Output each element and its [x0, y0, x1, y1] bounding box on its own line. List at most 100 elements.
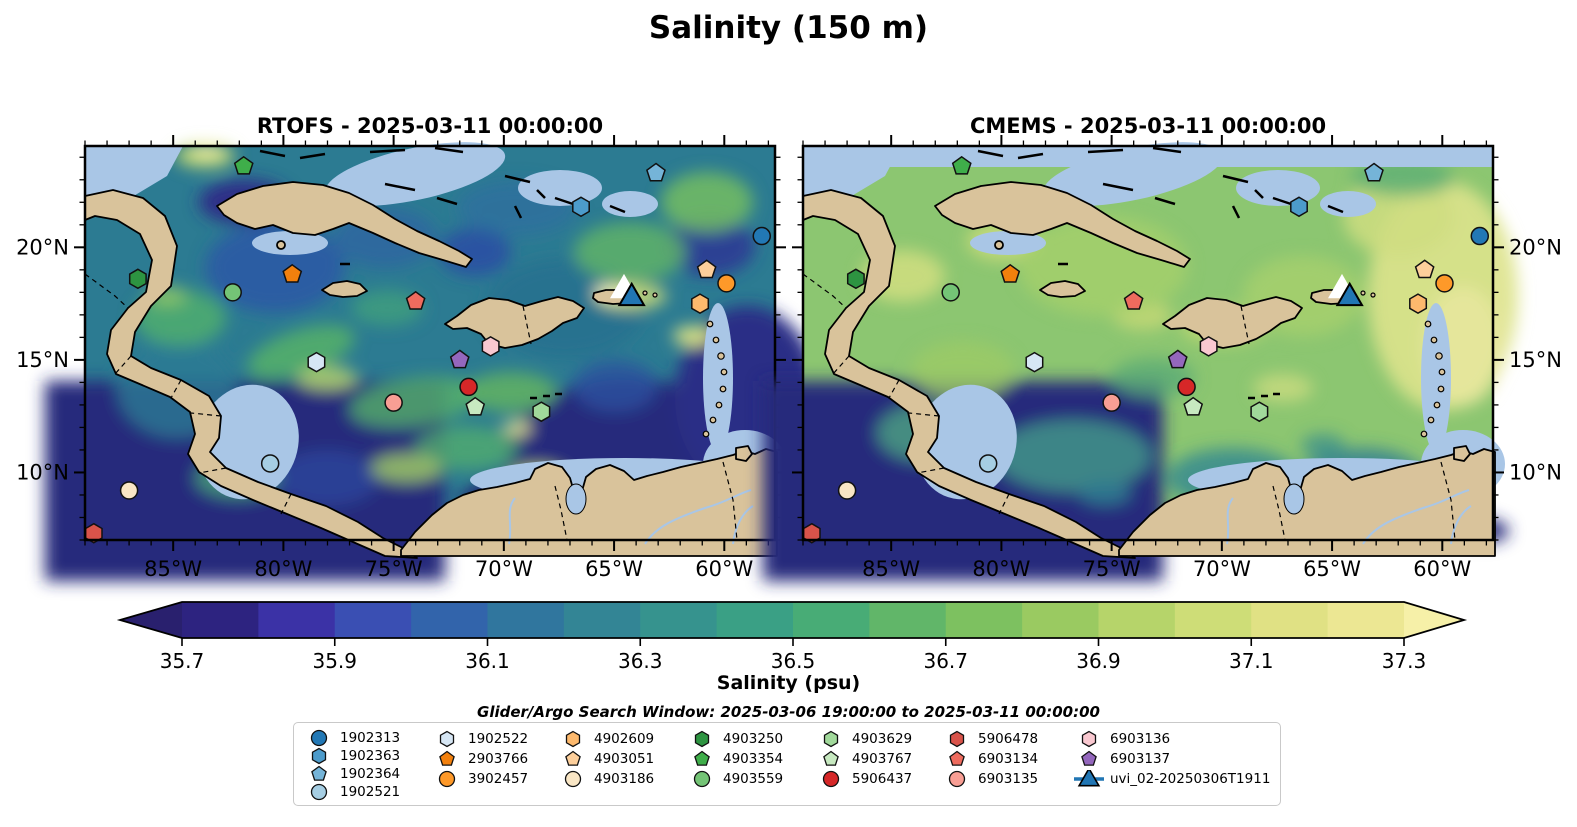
float-marker-6903137	[1167, 349, 1188, 369]
glider-marker-uvi_02-20250306T1911	[1335, 281, 1364, 307]
legend-entry-label: 4903767	[852, 751, 913, 767]
legend-entry-6903136: 6903136	[1072, 729, 1272, 749]
panel-title-rtofs: RTOFS - 2025-03-11 00:00:00	[256, 114, 604, 138]
hexagon-marker	[565, 730, 581, 748]
float-marker-4903354	[233, 155, 254, 175]
tick-label: 15°N	[16, 348, 69, 372]
pentagon-marker	[1081, 750, 1097, 766]
legend-column: 4903629 4903767 5906437	[814, 729, 940, 799]
tick-label: 65°W	[1303, 557, 1361, 581]
tick-label: 10°N	[16, 460, 69, 484]
tick-label: 37.1	[1229, 649, 1274, 673]
float-marker-4903559	[941, 283, 960, 302]
glider-triangle-marker-icon	[1074, 770, 1104, 787]
circle-marker	[564, 770, 582, 788]
legend-entry-label: 5906437	[852, 771, 913, 787]
tick-label: 37.3	[1382, 649, 1427, 673]
tick-label: 20°N	[16, 235, 69, 259]
legend-entry-4903051: 4903051	[556, 749, 685, 769]
tick-label: 85°W	[862, 557, 920, 581]
legend-entry-4903186: 4903186	[556, 769, 685, 789]
float-marker-1902522	[307, 351, 326, 373]
float-markers-rtofs	[84, 155, 772, 544]
tick-label: 80°W	[254, 557, 312, 581]
circle-marker	[948, 770, 966, 788]
float-marker-5906437	[459, 377, 478, 397]
circle-marker-icon	[822, 770, 840, 788]
tick-label: 15°N	[1509, 348, 1562, 372]
tick-label: 36.9	[1076, 649, 1121, 673]
tick-label: 60°W	[695, 557, 753, 581]
tick-label: 35.9	[312, 649, 357, 673]
legend-entry-4903767: 4903767	[814, 749, 940, 769]
hexagon-marker	[439, 730, 455, 748]
legend-entry-label: uvi_02-20250306T1911	[1110, 771, 1271, 787]
pentagon-marker-icon	[949, 750, 965, 766]
hexagon-marker-icon	[694, 730, 710, 748]
legend-entry-label: 4903186	[594, 771, 655, 787]
legend-entry-6903135: 6903135	[940, 769, 1072, 789]
hexagon-marker	[823, 730, 839, 748]
legend-entry-1902522: 1902522	[430, 729, 556, 749]
legend-entry-4903354: 4903354	[685, 749, 814, 769]
float-marker-4903051	[1414, 259, 1435, 279]
legend-entry-4903559: 4903559	[685, 769, 814, 789]
float-marker-1902364	[646, 162, 666, 182]
circle-marker-icon	[310, 783, 328, 801]
legend-entry-label: 1902521	[340, 784, 401, 800]
panel-title-cmems: CMEMS - 2025-03-11 00:00:00	[969, 114, 1327, 138]
float-legend: 1902313 1902363 1902364 1902521 1902522 29037…	[293, 722, 1281, 806]
legend-entry-label: 4903559	[723, 771, 784, 787]
pentagon-marker	[823, 750, 839, 766]
legend-entry-5906437: 5906437	[814, 769, 940, 789]
float-marker-3902457	[1435, 274, 1454, 293]
hexagon-marker	[1081, 730, 1097, 748]
legend-column: 5906478 6903134 6903135	[940, 729, 1072, 799]
tick-label: 70°W	[475, 557, 533, 581]
legend-column: 4903250 4903354 4903559	[685, 729, 814, 799]
hexagon-marker-icon	[949, 730, 965, 748]
figure-title: Salinity (150 m)	[648, 10, 929, 46]
float-marker-6903135	[1102, 393, 1121, 412]
tick-label: 75°W	[365, 557, 423, 581]
legend-entry-label: 4903629	[852, 731, 913, 747]
legend-entry-uvi_02-20250306T1911: uvi_02-20250306T1911	[1072, 769, 1272, 789]
legend-entry-label: 1902313	[340, 730, 401, 746]
legend-entry-label: 4902609	[594, 731, 655, 747]
float-marker-6903135	[384, 393, 403, 412]
hexagon-marker	[949, 730, 965, 748]
float-marker-4903767	[465, 396, 486, 416]
pentagon-marker-icon	[439, 750, 455, 766]
float-marker-5906437	[1177, 377, 1196, 397]
legend-entry-label: 4903354	[723, 751, 784, 767]
legend-entry-label: 6903137	[1110, 751, 1171, 767]
float-marker-6903137	[449, 349, 470, 369]
triangle-marker	[1077, 770, 1101, 787]
hexagon-marker-icon	[1081, 730, 1097, 748]
legend-entry-1902521: 1902521	[302, 783, 430, 801]
pentagon-marker	[694, 750, 710, 766]
float-marker-4903559	[223, 283, 242, 302]
legend-entry-label: 1902522	[468, 731, 529, 747]
pentagon-marker-icon	[565, 750, 581, 766]
tick-label: 65°W	[585, 557, 643, 581]
circle-marker	[693, 770, 711, 788]
float-marker-6903134	[405, 290, 426, 310]
pentagon-marker-icon	[694, 750, 710, 766]
legend-entry-label: 5906478	[978, 731, 1039, 747]
legend-entry-label: 1902364	[340, 766, 401, 782]
tick-label: 75°W	[1083, 557, 1141, 581]
circle-marker	[438, 770, 456, 788]
float-marker-1902521	[260, 454, 280, 473]
hexagon-marker	[694, 730, 710, 748]
legend-entry-4902609: 4902609	[556, 729, 685, 749]
float-marker-4903186	[119, 481, 139, 500]
float-marker-1902522	[1025, 351, 1044, 373]
float-marker-4903767	[1183, 396, 1204, 416]
float-marker-2903766	[282, 263, 303, 283]
hexagon-marker-icon	[311, 747, 327, 765]
panel-frame	[83, 144, 777, 542]
map-panel-cmems: 85°W 80°W 75°W 70°W 65°W 60°W 20°N 15°N 10°N	[763, 129, 1562, 581]
pentagon-marker	[949, 750, 965, 766]
float-marker-4903629	[532, 401, 551, 423]
